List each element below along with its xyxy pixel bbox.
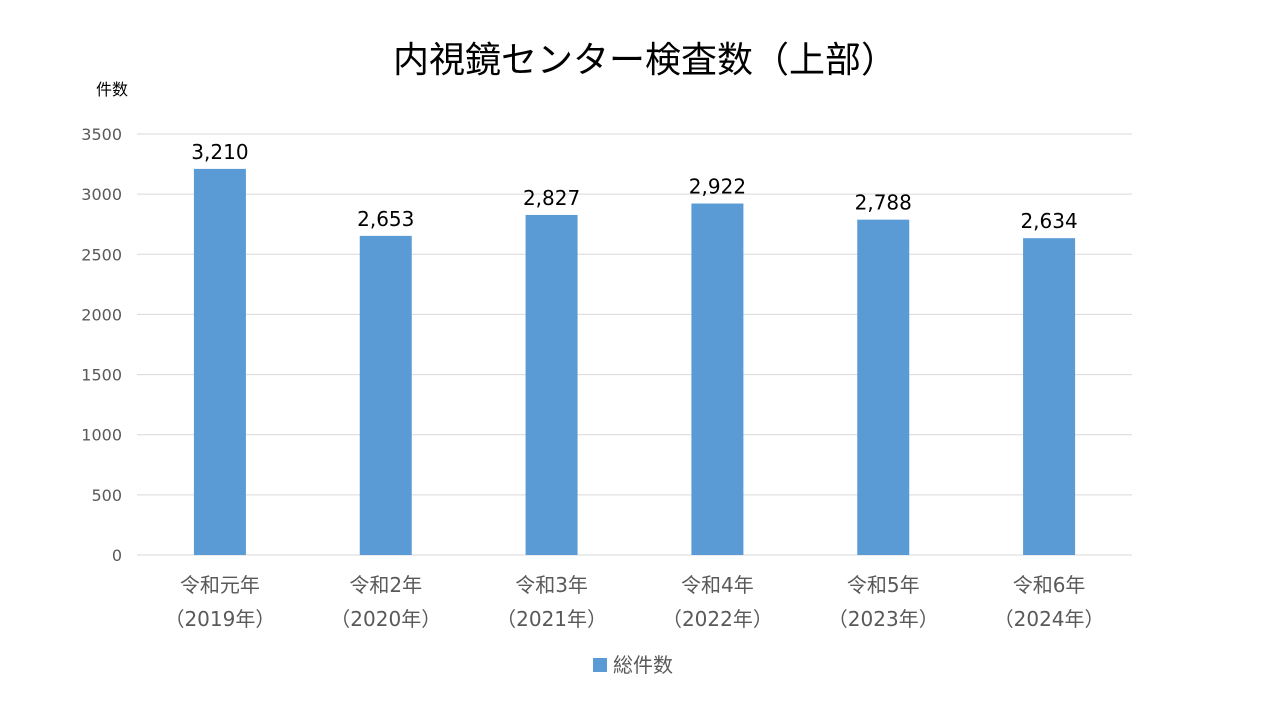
x-tick-label: （2024年）: [994, 607, 1105, 631]
x-tick-label: （2023年）: [828, 607, 939, 631]
legend: 総件数: [593, 653, 673, 677]
data-label: 2,634: [1020, 209, 1077, 233]
x-tick-label: 令和4年: [681, 573, 754, 597]
data-label: 2,922: [689, 175, 746, 199]
y-tick-label: 1500: [81, 366, 122, 385]
chart-title: 内視鏡センター検査数（上部）: [393, 40, 897, 81]
x-tick-label: （2020年）: [330, 607, 441, 631]
data-label: 3,210: [191, 140, 248, 164]
bar: [691, 203, 744, 555]
bar: [857, 219, 910, 555]
y-tick-label: 0: [112, 546, 122, 565]
y-tick-label: 3000: [81, 185, 122, 204]
x-tick-label: （2019年）: [164, 607, 275, 631]
y-tick-label: 3500: [81, 125, 122, 144]
data-label: 2,788: [855, 191, 912, 215]
x-tick-label: 令和6年: [1013, 573, 1086, 597]
x-tick-label: （2022年）: [662, 607, 773, 631]
y-tick-label: 2000: [81, 305, 122, 324]
x-tick-label: （2021年）: [496, 607, 607, 631]
y-tick-label: 1000: [81, 426, 122, 445]
bar: [359, 235, 412, 555]
x-tick-label: 令和元年: [180, 573, 260, 597]
y-tick-label: 2500: [81, 245, 122, 264]
y-axis-label: 件数: [96, 80, 128, 99]
bar: [525, 214, 578, 556]
bar: [1023, 238, 1076, 556]
data-label: 2,653: [357, 207, 414, 231]
bar: [193, 168, 246, 555]
legend-label: 総件数: [613, 653, 673, 677]
legend-swatch: [593, 658, 607, 672]
data-label: 2,827: [523, 186, 580, 210]
x-tick-label: 令和2年: [349, 573, 422, 597]
x-tick-label: 令和3年: [515, 573, 588, 597]
x-tick-label: 令和5年: [847, 573, 920, 597]
y-tick-label: 500: [91, 486, 122, 505]
